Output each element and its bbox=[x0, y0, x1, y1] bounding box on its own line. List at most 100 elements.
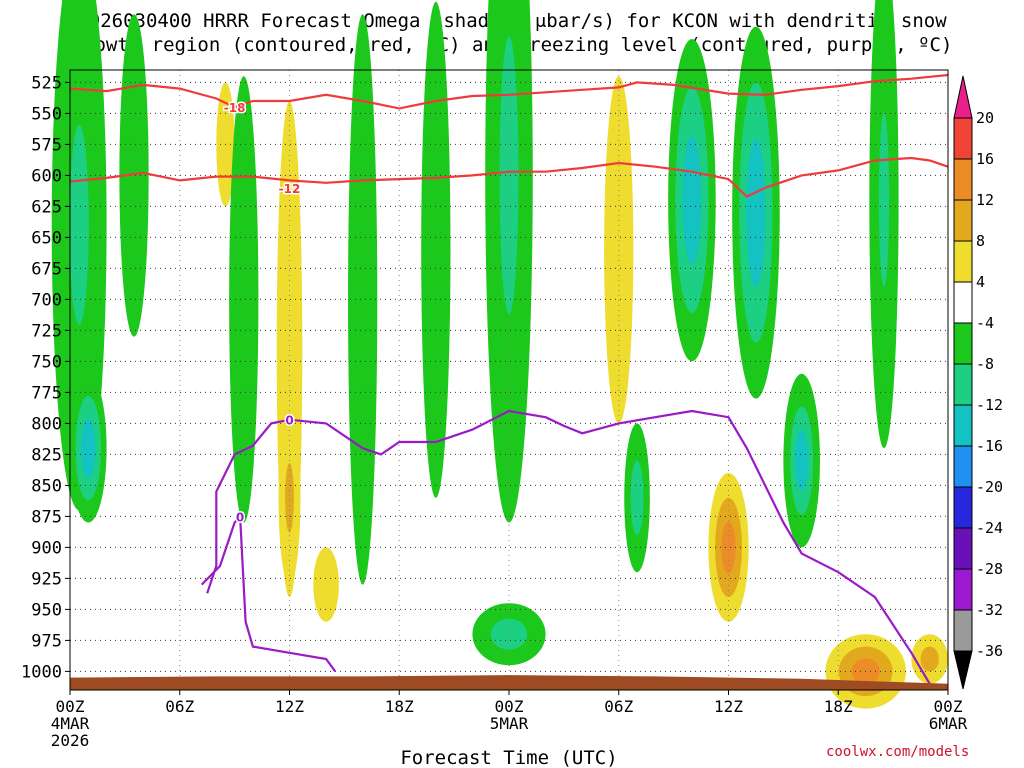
colorbar-label: -16 bbox=[976, 437, 1003, 455]
omega-feature bbox=[708, 473, 749, 622]
colorbar-segment bbox=[953, 445, 973, 488]
colorbar-segment bbox=[953, 486, 973, 529]
omega-contour-band bbox=[878, 113, 890, 287]
colorbar-label: -12 bbox=[976, 396, 1003, 414]
x-tick-label: 18Z bbox=[385, 697, 414, 716]
omega-contour-band bbox=[795, 430, 809, 491]
watermark[interactable]: coolwx.com/models bbox=[826, 744, 970, 760]
omega-feature bbox=[604, 76, 634, 424]
omega-feature bbox=[485, 0, 533, 523]
colorbar-segment bbox=[953, 199, 973, 242]
colorbar-segment bbox=[953, 158, 973, 201]
omega-contour-band bbox=[721, 521, 736, 574]
y-tick-label: 850 bbox=[31, 476, 62, 496]
colorbar-label: -24 bbox=[976, 519, 1003, 537]
omega-feature bbox=[869, 0, 899, 449]
x-tick-label: 2026 bbox=[51, 731, 90, 750]
y-tick-label: 725 bbox=[31, 321, 62, 341]
y-tick-label: 750 bbox=[31, 352, 62, 372]
y-tick-label: 525 bbox=[31, 73, 62, 93]
y-tick-label: 900 bbox=[31, 538, 62, 558]
omega-feature bbox=[624, 423, 650, 573]
colorbar-label: 16 bbox=[976, 150, 994, 168]
omega-feature bbox=[70, 373, 107, 523]
colorbar-label: -20 bbox=[976, 478, 1003, 496]
x-tick-label: 18Z bbox=[824, 697, 853, 716]
colorbar-label: -28 bbox=[976, 560, 1003, 578]
omega-contour-band bbox=[81, 422, 95, 475]
y-tick-label: 650 bbox=[31, 228, 62, 248]
y-tick-label: 550 bbox=[31, 104, 62, 124]
omega-feature bbox=[229, 76, 259, 523]
y-tick-label: 1000 bbox=[21, 662, 62, 682]
x-tick-label: 4MAR bbox=[51, 714, 90, 733]
colorbar-segment bbox=[953, 527, 973, 570]
omega-feature bbox=[278, 411, 301, 585]
colorbar-label: -36 bbox=[976, 642, 1003, 660]
y-tick-label: 675 bbox=[31, 259, 62, 279]
contour-label-minus-12: -12 bbox=[279, 182, 301, 196]
colorbar-segment bbox=[953, 322, 973, 365]
omega-contour-band bbox=[632, 471, 642, 524]
x-tick-label: 06Z bbox=[604, 697, 633, 716]
x-tick-label: 06Z bbox=[165, 697, 194, 716]
colorbar-label: 8 bbox=[976, 232, 985, 250]
x-axis-label: Forecast Time (UTC) bbox=[400, 747, 617, 768]
contour-freezing-level bbox=[206, 409, 931, 685]
omega-feature bbox=[472, 603, 546, 666]
colorbar-label: -4 bbox=[976, 314, 994, 332]
omega-contour-band bbox=[357, 199, 368, 400]
colorbar: 20 16 12 8 4 -4 -8 -12 -16 -20 -24 -28 -32 -36 bbox=[953, 75, 1003, 690]
omega-contour-band bbox=[285, 262, 294, 436]
x-tick-label: 12Z bbox=[714, 697, 743, 716]
omega-contour-band bbox=[613, 189, 624, 311]
omega-contour-band bbox=[321, 571, 331, 598]
x-tick-label: 00Z bbox=[934, 697, 963, 716]
x-tick-label: 6MAR bbox=[929, 714, 968, 733]
y-tick-label: 625 bbox=[31, 197, 62, 217]
omega-contour-band bbox=[285, 467, 294, 529]
y-tick-label: 600 bbox=[31, 166, 62, 186]
contours: -18 -12 0 0 bbox=[69, 73, 949, 685]
y-tick-label: 975 bbox=[31, 631, 62, 651]
x-tick-label: 00Z bbox=[495, 697, 524, 716]
omega-contour-band bbox=[128, 118, 140, 232]
colorbar-segment bbox=[953, 240, 973, 283]
colorbar-label: 12 bbox=[976, 191, 994, 209]
colorbar-label: 20 bbox=[976, 109, 994, 127]
x-tick-label: 00Z bbox=[56, 697, 85, 716]
colorbar-segment bbox=[953, 404, 973, 447]
y-tick-label: 775 bbox=[31, 383, 62, 403]
y-tick-label: 875 bbox=[31, 507, 62, 527]
omega-contour-band bbox=[923, 650, 937, 668]
omega-feature bbox=[732, 26, 780, 399]
x-tick-label: 5MAR bbox=[490, 714, 529, 733]
omega-contour-band bbox=[683, 143, 701, 257]
omega-contour-band bbox=[430, 163, 441, 337]
colorbar-top-arrow bbox=[953, 75, 973, 119]
omega-contour-band bbox=[69, 125, 89, 325]
omega-contour-band bbox=[238, 221, 249, 378]
y-tick-label: 950 bbox=[31, 600, 62, 620]
axes: 525 550 575 600 625 650 675 700 725 750 775 800 825 8… bbox=[21, 69, 968, 768]
colorbar-segment bbox=[953, 609, 973, 652]
colorbar-bottom-arrow bbox=[953, 650, 973, 690]
colorbar-label: 4 bbox=[976, 273, 985, 291]
contour-freezing-loop bbox=[200, 513, 337, 673]
colorbar-segment bbox=[953, 117, 973, 160]
colorbar-segment bbox=[953, 281, 973, 324]
omega-feature bbox=[668, 39, 716, 362]
y-tick-label: 800 bbox=[31, 414, 62, 434]
contour-label-freezing-loop: 0 bbox=[236, 510, 244, 524]
colorbar-label: -8 bbox=[976, 355, 994, 373]
terrain-fill bbox=[70, 675, 948, 690]
omega-feature bbox=[421, 1, 451, 498]
omega-feature bbox=[119, 14, 149, 337]
y-tick-label: 825 bbox=[31, 445, 62, 465]
contour-label-freezing-level: 0 bbox=[285, 414, 293, 428]
omega-contour-band bbox=[747, 147, 765, 278]
colorbar-segment bbox=[953, 568, 973, 611]
omega-shading bbox=[51, 0, 948, 709]
omega-feature bbox=[783, 373, 820, 548]
colorbar-label: -32 bbox=[976, 601, 1003, 619]
